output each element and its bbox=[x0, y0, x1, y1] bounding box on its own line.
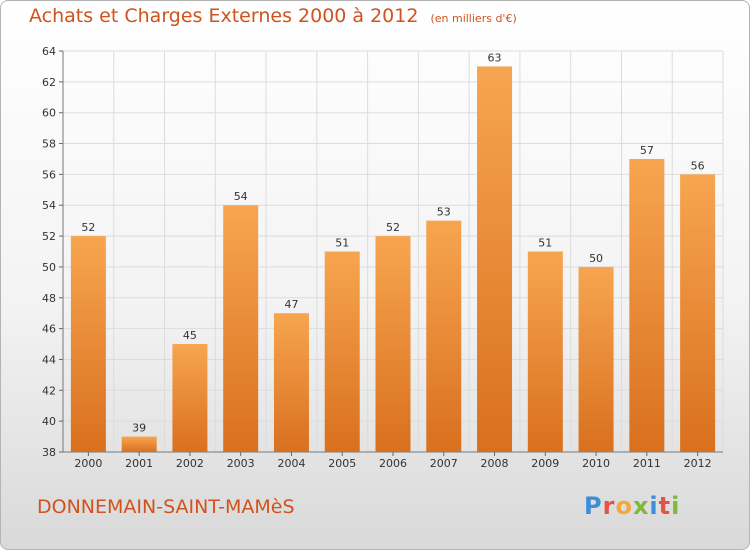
x-tick-label: 2006 bbox=[379, 457, 407, 470]
x-tick-label: 2008 bbox=[481, 457, 509, 470]
y-tick-label: 38 bbox=[42, 446, 56, 459]
x-tick-label: 2003 bbox=[227, 457, 255, 470]
y-tick-label: 60 bbox=[42, 107, 56, 120]
y-tick-label: 48 bbox=[42, 292, 56, 305]
y-tick-label: 50 bbox=[42, 261, 56, 274]
bar bbox=[375, 236, 411, 452]
bar-value-label: 54 bbox=[234, 190, 248, 203]
bar-value-label: 57 bbox=[640, 144, 654, 157]
bar-value-label: 52 bbox=[386, 221, 400, 234]
bar bbox=[324, 251, 360, 452]
x-tick-label: 2005 bbox=[328, 457, 356, 470]
bar bbox=[70, 236, 106, 452]
bars bbox=[70, 66, 716, 452]
chart-title-text: Achats et Charges Externes 2000 à 2012 bbox=[29, 5, 419, 27]
y-tick-label: 44 bbox=[42, 353, 56, 366]
x-tick-label: 2002 bbox=[176, 457, 204, 470]
bar bbox=[121, 436, 157, 452]
y-tick-label: 64 bbox=[42, 45, 56, 58]
y-tick-label: 46 bbox=[42, 323, 56, 336]
logo-letter: i bbox=[671, 492, 681, 520]
bar-value-label: 51 bbox=[335, 237, 349, 250]
logo-letter: o bbox=[615, 492, 633, 520]
x-tick-label: 2010 bbox=[582, 457, 610, 470]
bar bbox=[477, 66, 513, 452]
bar bbox=[578, 266, 614, 452]
data-labels: 52 39 45 54 47 51 52 53 63 51 50 57 56 bbox=[81, 51, 704, 434]
logo-letter: P bbox=[584, 492, 603, 520]
bar-value-label: 56 bbox=[691, 159, 705, 172]
bar bbox=[629, 158, 665, 452]
y-tick-label: 58 bbox=[42, 138, 56, 151]
y-tick-label: 40 bbox=[42, 415, 56, 428]
y-tick-label: 52 bbox=[42, 230, 56, 243]
x-tick-label: 2011 bbox=[633, 457, 661, 470]
bar bbox=[273, 313, 309, 452]
y-tick-label: 42 bbox=[42, 384, 56, 397]
chart-subtitle: (en milliers d'€) bbox=[430, 12, 517, 25]
logo-letter: x bbox=[632, 492, 650, 520]
bar-value-label: 45 bbox=[183, 329, 197, 342]
logo-letter: t bbox=[658, 492, 672, 520]
bar bbox=[527, 251, 563, 452]
x-tick-label: 2001 bbox=[125, 457, 153, 470]
location-name: DONNEMAIN-SAINT-MAMèS bbox=[37, 496, 295, 518]
x-tick-label: 2007 bbox=[430, 457, 458, 470]
bar-value-label: 39 bbox=[132, 422, 146, 435]
y-tick-label: 62 bbox=[42, 76, 56, 89]
x-tick-label: 2004 bbox=[277, 457, 305, 470]
bar-value-label: 52 bbox=[81, 221, 95, 234]
logo-letter: r bbox=[602, 492, 616, 520]
bar bbox=[426, 220, 462, 452]
x-tick-label: 2009 bbox=[531, 457, 559, 470]
logo-letter: i bbox=[649, 492, 659, 520]
bar-value-label: 53 bbox=[437, 206, 451, 219]
bar-value-label: 50 bbox=[589, 252, 603, 265]
bar-value-label: 47 bbox=[284, 298, 298, 311]
bar bbox=[680, 174, 716, 452]
bar-value-label: 51 bbox=[538, 237, 552, 250]
y-tick-label: 54 bbox=[42, 199, 56, 212]
x-tick-label: 2012 bbox=[684, 457, 712, 470]
proxiti-logo[interactable]: Proxiti bbox=[584, 492, 680, 520]
bar-value-label: 63 bbox=[488, 51, 502, 64]
chart-title: Achats et Charges Externes 2000 à 2012 (e… bbox=[29, 5, 517, 27]
y-tick-label: 56 bbox=[42, 168, 56, 181]
bar bbox=[172, 344, 208, 452]
x-tick-label: 2000 bbox=[74, 457, 102, 470]
bar bbox=[223, 205, 259, 452]
